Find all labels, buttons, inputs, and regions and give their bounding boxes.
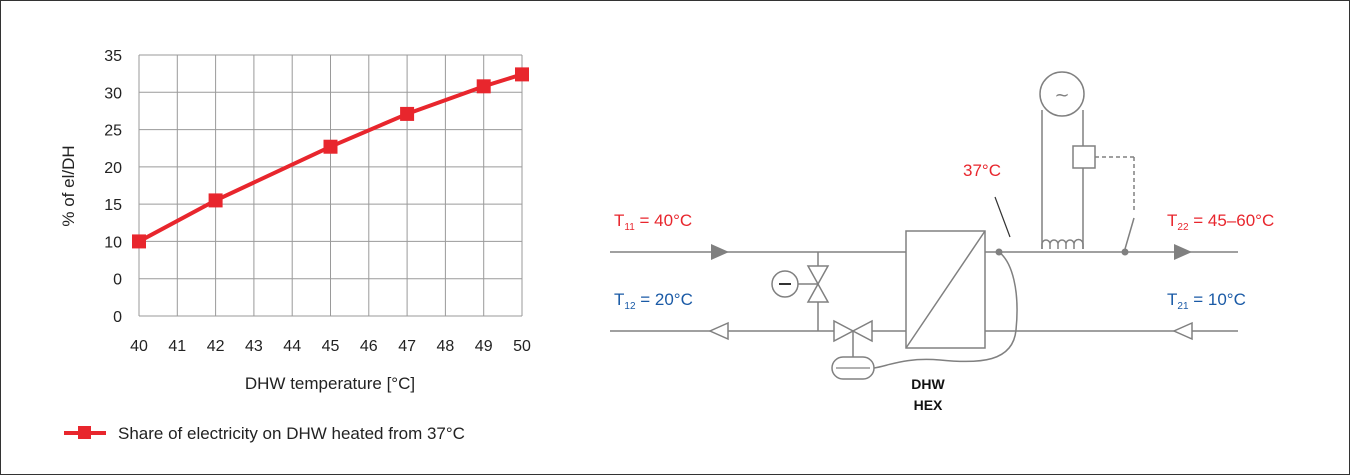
x-tick-label: 50 — [513, 338, 531, 355]
y-tick-label: 0 — [113, 309, 122, 326]
temperature-sensor-outlet — [1121, 248, 1129, 256]
series-marker — [323, 139, 338, 154]
series-marker — [515, 67, 529, 82]
label-t11-value: = 40°C — [635, 211, 692, 230]
y-axis-title: % of el/DH — [59, 145, 78, 226]
x-tick-label: 47 — [398, 338, 416, 355]
x-axis-title: DHW temperature [°C] — [245, 374, 415, 393]
label-t12-sub: 12 — [624, 301, 636, 312]
label-t11: T11 = 40°C — [614, 211, 692, 233]
label-t22-sub: 22 — [1177, 222, 1189, 233]
return-inlet-arrow — [1172, 321, 1193, 341]
x-tick-label: 43 — [245, 338, 263, 355]
label-t21: T21 = 10°C — [1167, 290, 1246, 312]
label-t11-symbol: T — [614, 211, 624, 230]
y-tick-label: 30 — [104, 85, 122, 102]
line-chart: 35 30 25 20 15 10 0 0 40 41 42 43 44 45 46 47 48 49 50 % … — [59, 48, 531, 443]
hex-label-line1: DHW — [911, 376, 945, 392]
legend: Share of electricity on DHW heated from … — [64, 424, 465, 443]
heat-exchanger-diagonal — [905, 230, 986, 349]
y-tick-label: 10 — [104, 234, 122, 251]
label-t22: T22 = 45–60°C — [1167, 211, 1274, 233]
supply-outlet-arrow — [1174, 244, 1192, 260]
return-outlet-arrow — [708, 321, 729, 341]
y-tick-label: 35 — [104, 48, 122, 65]
series-marker — [208, 193, 223, 208]
series-marker — [476, 79, 491, 94]
label-t12: T12 = 20°C — [614, 290, 693, 312]
x-tick-label: 41 — [168, 338, 186, 355]
x-tick-label: 46 — [360, 338, 378, 355]
y-tick-label: 20 — [104, 160, 122, 177]
x-tick-label: 44 — [283, 338, 301, 355]
sensor-temperature-label: 37°C — [963, 161, 1001, 180]
label-t22-value: = 45–60°C — [1189, 211, 1275, 230]
label-t12-symbol: T — [614, 290, 624, 309]
x-tick-label: 49 — [475, 338, 493, 355]
x-tick-label: 40 — [130, 338, 148, 355]
hex-label-line2: HEX — [914, 397, 943, 413]
heater-symbol: ~ — [1054, 85, 1069, 106]
series-marker — [400, 106, 415, 121]
sensor-lead — [1124, 217, 1135, 250]
y-axis-ticks: 35 30 25 20 15 10 0 0 — [104, 48, 122, 326]
x-axis-ticks: 40 41 42 43 44 45 46 47 48 49 50 — [130, 338, 531, 355]
label-t12-value: = 20°C — [636, 290, 693, 309]
heating-coil — [1041, 238, 1084, 249]
label-t11-sub: 11 — [624, 222, 635, 233]
label-t21-sub: 21 — [1177, 301, 1189, 312]
heater-generator — [1039, 71, 1085, 117]
label-t21-symbol: T — [1167, 290, 1177, 309]
y-tick-label: 15 — [104, 197, 122, 214]
series-share-electricity — [132, 67, 529, 249]
x-tick-label: 45 — [322, 338, 340, 355]
sensor-pointer — [994, 196, 1011, 238]
y-tick-label: 0 — [113, 272, 122, 289]
temperature-sensor-37 — [995, 248, 1003, 256]
series-marker — [132, 234, 146, 249]
y-tick-label: 25 — [104, 123, 122, 140]
x-tick-label: 48 — [437, 338, 455, 355]
controller-box — [1072, 145, 1096, 169]
legend-label: Share of electricity on DHW heated from … — [118, 424, 465, 443]
supply-inlet-arrow — [711, 244, 729, 260]
legend-marker-swatch — [78, 426, 91, 439]
label-t22-symbol: T — [1167, 211, 1177, 230]
label-t21-value: = 10°C — [1189, 290, 1246, 309]
sensor-capillary — [873, 251, 1018, 369]
x-tick-label: 42 — [207, 338, 225, 355]
